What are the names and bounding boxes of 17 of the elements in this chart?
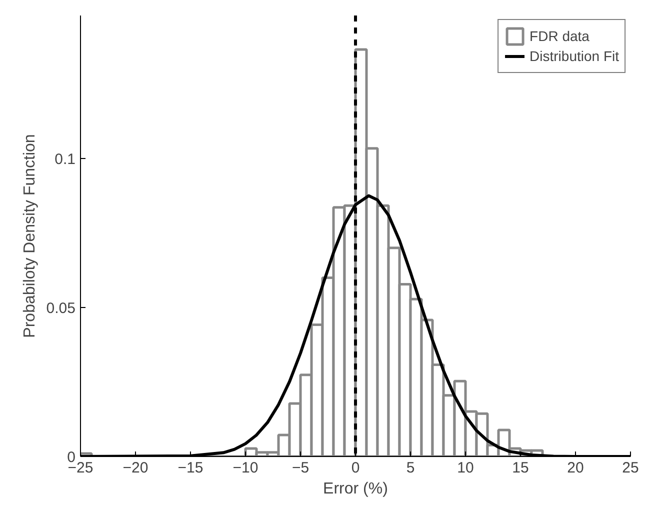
x-tick-label: 25 (622, 460, 639, 476)
x-tick-label: 15 (512, 460, 529, 476)
x-axis-title: Error (%) (323, 480, 388, 498)
x-tick-label: −15 (178, 460, 204, 476)
x-tick-label: 10 (457, 460, 474, 476)
legend-label: Distribution Fit (530, 48, 619, 64)
x-tick-label: 0 (351, 460, 360, 476)
x-tick-label: −20 (122, 460, 148, 476)
y-tick-label: 0 (67, 449, 76, 466)
x-tick-label: 20 (567, 460, 584, 476)
x-tick-label: −5 (292, 460, 310, 476)
y-tick-label: 0.05 (46, 300, 76, 318)
y-tick-label: 0.1 (54, 151, 76, 168)
legend-label: FDR data (530, 28, 590, 44)
y-axis-title: Probabiloty Density Function (21, 134, 38, 338)
x-tick-label: −10 (232, 460, 258, 476)
x-tick-label: 5 (406, 460, 415, 476)
